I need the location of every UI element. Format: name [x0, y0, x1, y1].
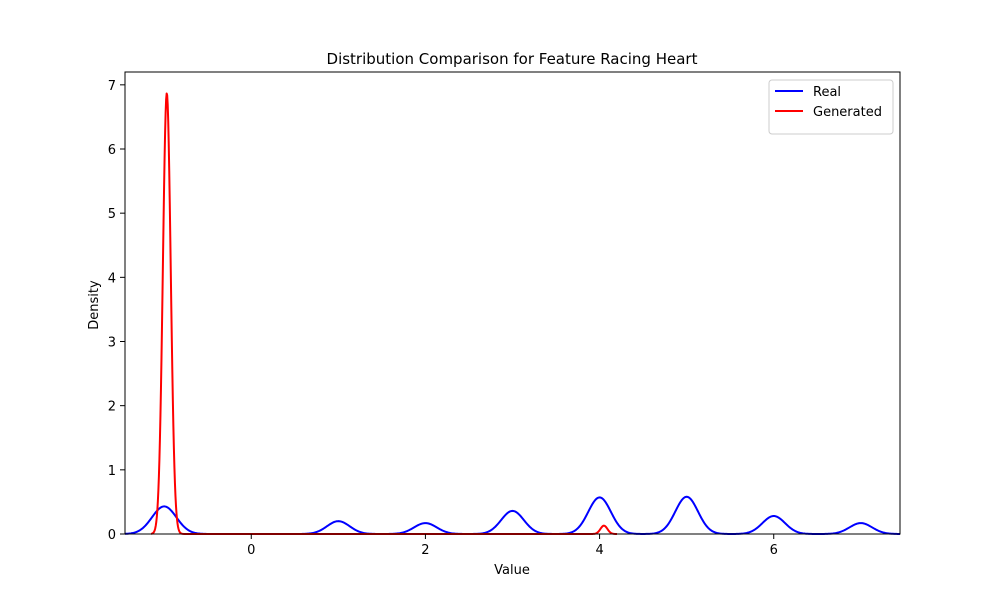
y-tick-label: 1	[108, 464, 116, 479]
legend-box	[768, 79, 894, 135]
plot-frame	[124, 71, 901, 535]
y-tick-label: 4	[108, 271, 116, 286]
y-tick-label: 2	[108, 400, 116, 415]
x-tick-label: 0	[247, 543, 255, 558]
chart-title: Distribution Comparison for Feature Raci…	[327, 50, 698, 68]
legend: Real Generated	[768, 79, 894, 135]
legend-label-generated: Generated	[813, 105, 882, 120]
x-tick-label: 6	[770, 543, 778, 558]
y-axis: 0 1 2 3 4 5 6 7	[108, 79, 125, 543]
x-tick-label: 4	[595, 543, 603, 558]
x-tick-label: 2	[421, 543, 429, 558]
x-axis-label: Value	[494, 563, 530, 578]
y-tick-label: 0	[108, 528, 116, 543]
y-tick-label: 6	[108, 143, 116, 158]
y-tick-label: 3	[108, 336, 116, 351]
x-axis: 0 2 4 6	[247, 534, 778, 558]
series-line-generated	[150, 92, 618, 535]
plot-area	[124, 71, 901, 535]
y-axis-label: Density	[87, 280, 102, 330]
y-tick-label: 5	[108, 207, 116, 222]
y-tick-label: 7	[108, 79, 116, 94]
legend-label-real: Real	[813, 85, 841, 100]
series-line-real	[124, 495, 901, 535]
